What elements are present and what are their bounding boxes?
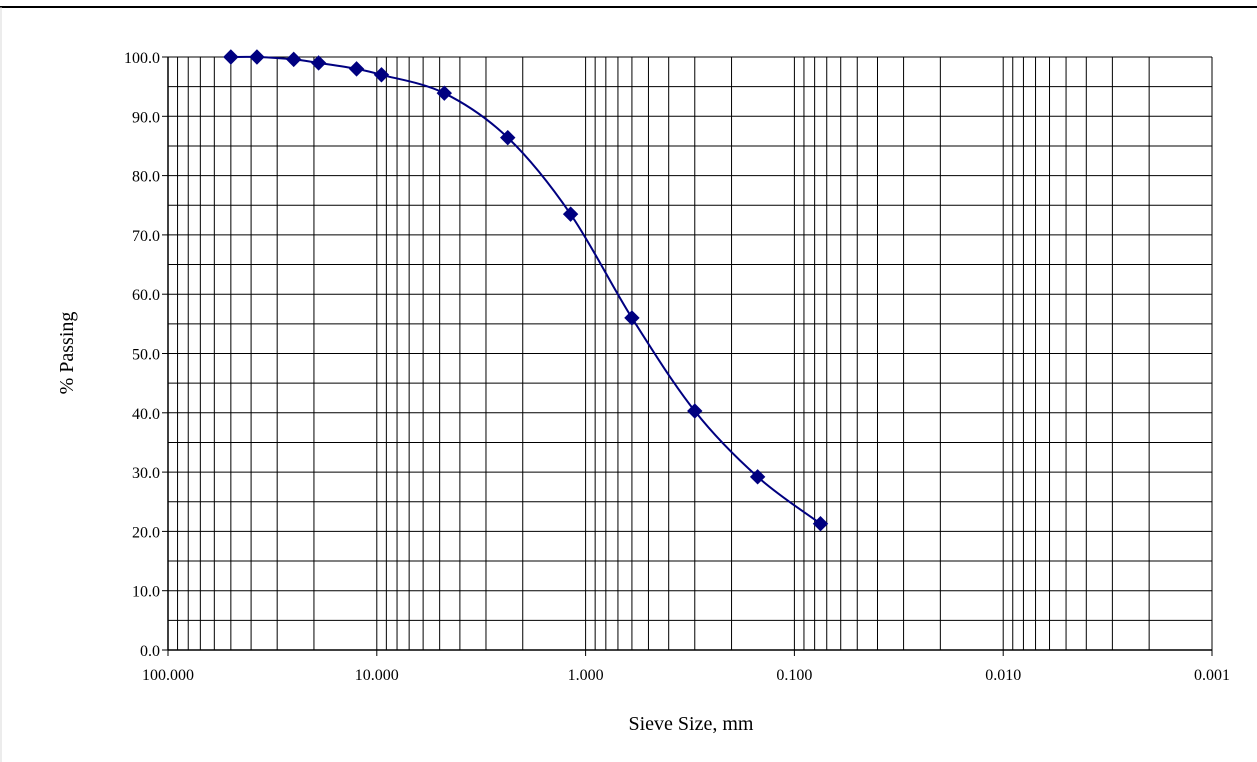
y-tick-label: 60.0 — [132, 287, 160, 304]
data-point-marker — [249, 49, 265, 65]
data-point-marker — [373, 67, 390, 83]
data-point-marker — [286, 51, 302, 68]
y-tick-label: 0.0 — [140, 643, 160, 660]
y-axis-title: % Passing — [56, 312, 78, 395]
y-tick-label: 90.0 — [132, 109, 160, 126]
data-point-marker — [749, 469, 766, 485]
data-point-marker — [624, 310, 640, 326]
data-point-marker — [436, 85, 453, 101]
x-tick-label: 0.010 — [985, 667, 1021, 684]
data-point-marker — [562, 206, 579, 222]
data-point-marker — [500, 129, 516, 146]
data-point-marker — [687, 403, 703, 419]
data-point-marker — [223, 49, 239, 65]
y-tick-label: 10.0 — [132, 584, 160, 601]
y-tick-label: 70.0 — [132, 228, 160, 245]
y-tick-label: 80.0 — [132, 169, 160, 186]
y-tick-label: 100.0 — [124, 50, 160, 67]
data-point-marker — [812, 515, 829, 532]
plot-grid — [167, 56, 1213, 651]
y-tick-labels: 0.0 10.0 20.0 30.0 40.0 50.0 60.0 70.0 80.0 90.0 1… — [124, 50, 168, 660]
x-tick-label: 1.000 — [568, 667, 604, 684]
x-tick-label: 0.100 — [776, 667, 812, 684]
y-tick-label: 50.0 — [132, 347, 160, 364]
x-tick-labels: 100.000 10.000 1.000 0.100 0.010 0.001 — [142, 650, 1230, 684]
x-tick-label: 0.001 — [1194, 667, 1230, 684]
y-tick-label: 40.0 — [132, 406, 160, 423]
x-tick-label: 10.000 — [355, 667, 399, 684]
y-tick-label: 30.0 — [132, 465, 160, 482]
x-axis-title: Sieve Size, mm — [629, 713, 754, 735]
data-point-marker — [310, 55, 327, 71]
series-markers — [223, 49, 829, 532]
data-point-marker — [348, 61, 365, 77]
x-tick-label: 100.000 — [142, 667, 194, 684]
y-tick-label: 20.0 — [132, 524, 160, 541]
